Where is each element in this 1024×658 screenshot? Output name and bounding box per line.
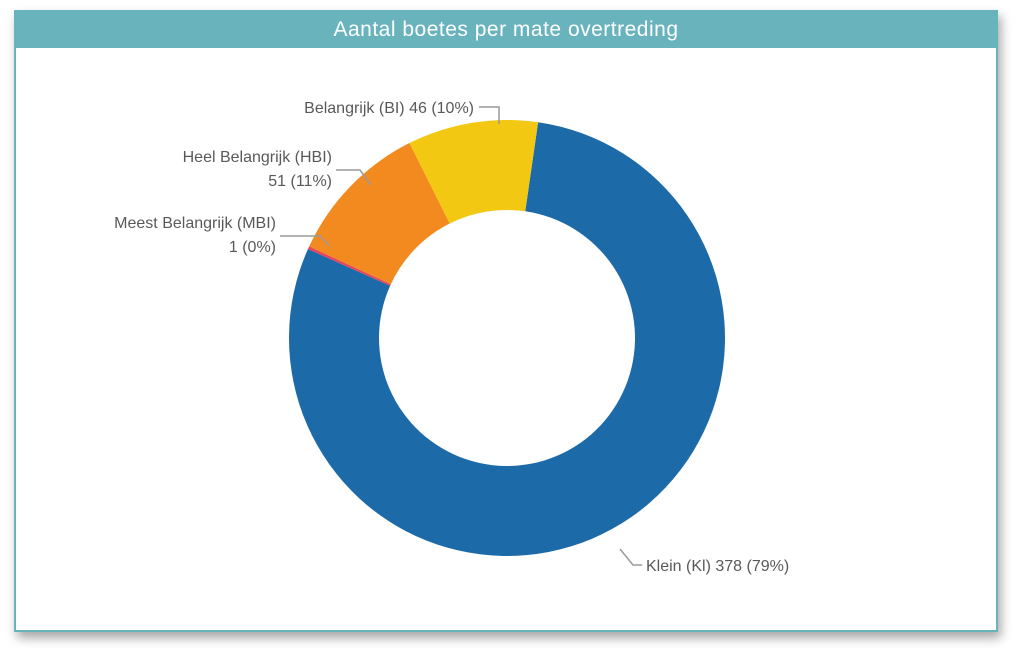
slice-data-label-line: 51 (11%) <box>268 173 332 190</box>
leader-line <box>619 548 642 566</box>
slice-data-label: Klein (Kl) 378 (79%) <box>646 558 789 575</box>
donut-chart: Klein (Kl) 378 (79%) Meest Belangrijk (MB… <box>114 100 789 575</box>
slice-data-label-line: Belangrijk (BI) 46 (10%) <box>304 100 474 117</box>
donut-slice[interactable] <box>309 143 450 285</box>
chart-title: Aantal boetes per mate overtreding <box>16 12 996 48</box>
donut-slice[interactable] <box>409 120 539 224</box>
slice-data-label: Belangrijk (BI) 46 (10%) <box>304 100 474 117</box>
donut-slice[interactable] <box>288 122 725 557</box>
leader-line <box>336 169 372 186</box>
leader-line <box>479 106 500 124</box>
donut-slice[interactable] <box>307 246 391 286</box>
leader-line <box>280 235 331 247</box>
slice-data-label-line: Meest Belangrijk (MBI) <box>114 215 276 232</box>
slice-data-label-line: Heel Belangrijk (HBI) <box>183 149 332 166</box>
slice-data-label: Heel Belangrijk (HBI) 51 (11%) <box>183 149 332 190</box>
slice-data-label-line: 1 (0%) <box>229 239 276 256</box>
slice-data-label-line: Klein (Kl) 378 (79%) <box>646 558 789 575</box>
slice-data-label: Meest Belangrijk (MBI) 1 (0%) <box>114 215 276 256</box>
chart-card: Aantal boetes per mate overtreding Klein… <box>14 10 998 632</box>
